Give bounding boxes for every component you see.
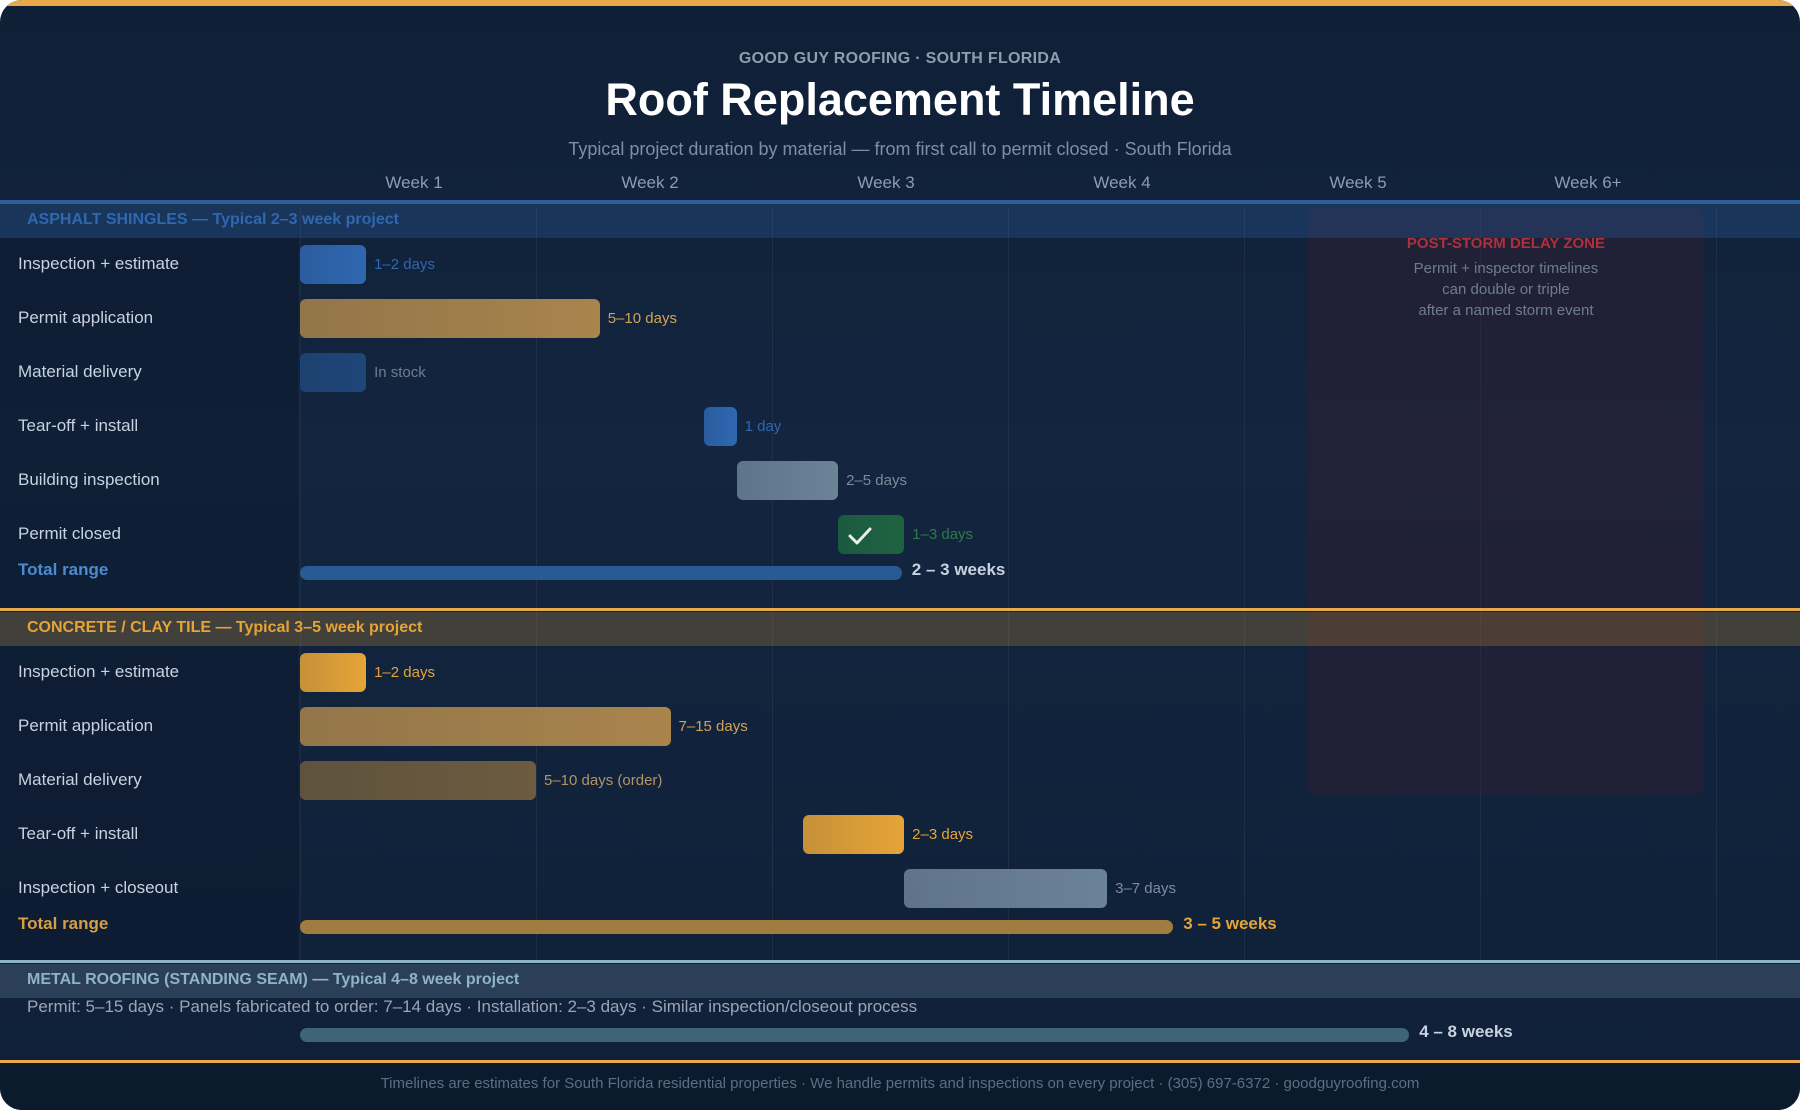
axis-line	[0, 200, 1800, 204]
task-label: Inspection + estimate	[18, 254, 180, 273]
storm-delay-zone	[1307, 207, 1705, 795]
total-range-value: 4 – 8 weeks	[1419, 1022, 1513, 1041]
task-label: Material delivery	[18, 770, 142, 789]
total-range-label: Total range	[18, 914, 109, 933]
eyebrow: GOOD GUY ROOFING · SOUTH FLORIDA	[738, 50, 1062, 67]
group-header-band	[0, 964, 1800, 998]
group-header: METAL ROOFING (STANDING SEAM) — Typical …	[27, 971, 520, 988]
gridline	[300, 206, 301, 961]
task-label: Tear-off + install	[18, 416, 139, 435]
total-range-label: Total range	[18, 560, 109, 579]
gridline	[772, 206, 773, 961]
task-duration-label: 3–7 days	[1115, 880, 1176, 897]
label-column-tile	[0, 646, 298, 962]
task-bar	[802, 815, 905, 854]
page-subtitle: Typical project duration by material — f…	[568, 139, 1232, 159]
total-range-bar	[300, 566, 902, 580]
task-bar	[904, 869, 1108, 908]
total-range-bar	[300, 1028, 1410, 1042]
task-bar	[300, 299, 600, 338]
task-label: Permit closed	[18, 524, 121, 543]
storm-zone-line: can double or triple	[1442, 281, 1570, 298]
gridline	[1008, 206, 1009, 961]
task-label: Inspection + estimate	[18, 662, 180, 681]
storm-zone-title: POST-STORM DELAY ZONE	[1406, 235, 1605, 252]
top-accent-line	[0, 0, 1800, 6]
week-label: Week 1	[385, 173, 443, 192]
task-duration-label: 7–15 days	[678, 718, 748, 735]
task-label: Inspection + closeout	[18, 878, 179, 897]
group-header: ASPHALT SHINGLES — Typical 2–3 week proj…	[27, 211, 399, 228]
week-label: Week 4	[1093, 173, 1151, 192]
task-duration-label: 1 day	[744, 418, 782, 435]
task-bar	[300, 761, 536, 800]
page-title: Roof Replacement Timeline	[605, 74, 1195, 125]
task-label: Permit application	[18, 716, 154, 735]
gridline	[536, 206, 537, 961]
task-bar	[838, 515, 905, 554]
group-header-band	[0, 612, 1800, 646]
total-range-value: 2 – 3 weeks	[911, 560, 1006, 579]
task-bar	[300, 653, 367, 692]
footer-band	[0, 1063, 1800, 1110]
task-duration-label: 1–3 days	[912, 526, 974, 543]
group-note: Permit: 5–15 days · Panels fabricated to…	[27, 997, 918, 1016]
group-header-band	[0, 204, 1800, 238]
total-range-value: 3 – 5 weeks	[1183, 914, 1277, 933]
task-duration-label: In stock	[374, 364, 426, 381]
gridline	[1480, 206, 1481, 961]
group-separator	[0, 960, 1800, 963]
storm-zone-line: Permit + inspector timelines	[1413, 260, 1599, 277]
group-header: CONCRETE / CLAY TILE — Typical 3–5 week …	[27, 619, 423, 636]
check-icon	[848, 527, 872, 545]
task-duration-label: 5–10 days	[607, 310, 677, 327]
gridline	[1244, 206, 1245, 961]
week-label: Week 6+	[1554, 173, 1622, 192]
task-duration-label: 2–3 days	[912, 826, 974, 843]
gridline	[1716, 206, 1717, 961]
task-bar	[736, 461, 839, 500]
task-duration-label: 5–10 days (order)	[544, 772, 663, 789]
storm-zone-line: after a named storm event	[1418, 302, 1594, 319]
task-bar	[300, 707, 671, 746]
group-separator	[0, 608, 1800, 611]
week-label: Week 2	[621, 173, 679, 192]
task-bar	[703, 407, 737, 446]
task-duration-label: 1–2 days	[374, 256, 435, 273]
task-label: Building inspection	[18, 470, 160, 489]
task-bar	[300, 245, 367, 284]
task-label: Tear-off + install	[18, 824, 139, 843]
group-separator	[0, 1060, 1800, 1063]
task-bar	[300, 353, 367, 392]
total-range-bar	[300, 920, 1174, 934]
task-duration-label: 2–5 days	[846, 472, 907, 489]
week-label: Week 3	[857, 173, 915, 192]
task-duration-label: 1–2 days	[374, 664, 435, 681]
task-label: Material delivery	[18, 362, 142, 381]
footer-text: Timelines are estimates for South Florid…	[380, 1075, 1420, 1092]
label-column-asphalt	[0, 238, 298, 608]
week-label: Week 5	[1329, 173, 1387, 192]
task-label: Permit application	[18, 308, 154, 327]
